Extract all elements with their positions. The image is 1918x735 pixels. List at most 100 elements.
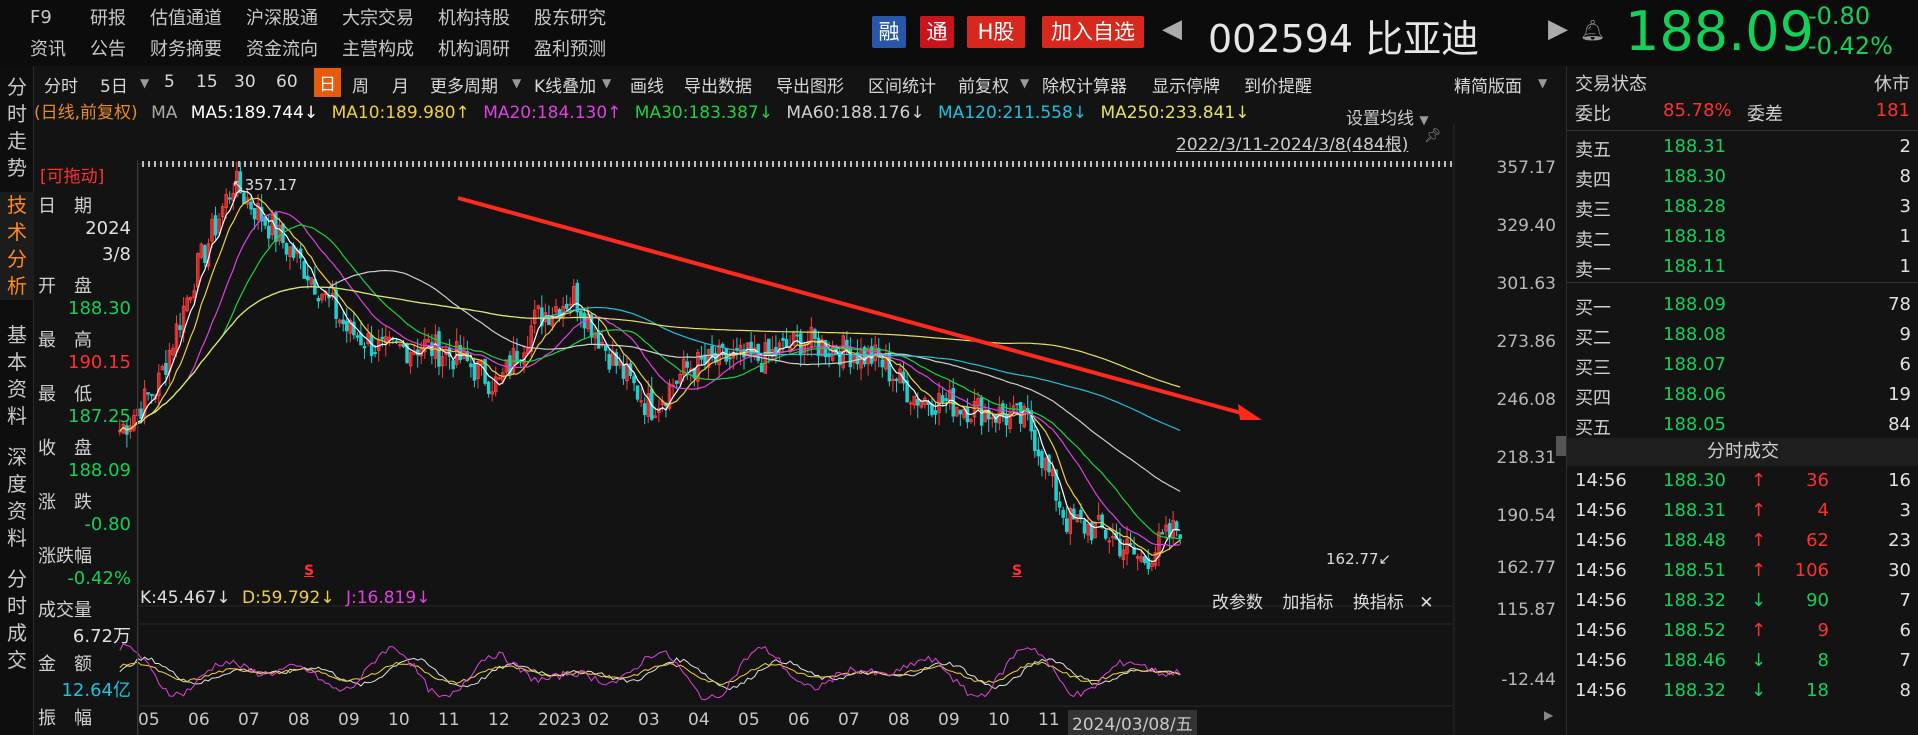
tb-overlay-dropdown-icon[interactable]: ▼ [602, 76, 612, 90]
tb-daily[interactable]: 日 [314, 68, 341, 97]
hshare-badge[interactable]: H股 [967, 16, 1025, 48]
ma-settings-dropdown-icon[interactable]: ▼ [1419, 113, 1429, 127]
bid-row[interactable]: 买四 188.06 19 [1567, 384, 1918, 412]
tb-5day[interactable]: 5日 [100, 77, 128, 97]
margin-badge[interactable]: 融 [872, 16, 906, 48]
tb-monthly[interactable]: 月 [392, 77, 409, 97]
menu-forecast[interactable]: 盈利预测 [534, 39, 606, 60]
kline-chart[interactable] [34, 124, 1566, 735]
candle-body [220, 206, 225, 218]
menu-shareholder[interactable]: 股东研究 [534, 8, 606, 29]
bid-row[interactable]: 买五 188.05 84 [1567, 414, 1918, 442]
prev-stock-icon[interactable]: ◀ [1162, 14, 1182, 44]
tb-range-stats[interactable]: 区间统计 [868, 77, 936, 97]
candle-body [855, 352, 860, 365]
nav-intraday[interactable]: 分时走势 [0, 74, 34, 182]
level-price: 188.28 [1663, 196, 1726, 217]
menu-fundflow[interactable]: 资金流向 [246, 39, 318, 60]
scroll-right-icon[interactable]: ▶ [1544, 708, 1554, 722]
menu-institution[interactable]: 机构持股 [438, 8, 510, 29]
candle-body [635, 385, 640, 400]
menu-block-trade[interactable]: 大宗交易 [342, 8, 414, 29]
tb-ex-rights-calc[interactable]: 除权计算器 [1042, 77, 1127, 97]
ask-row[interactable]: 卖五 188.31 2 [1567, 136, 1918, 164]
tb-60min[interactable]: 60 [276, 72, 298, 92]
level-label: 卖四 [1575, 170, 1611, 191]
tb-fq-dropdown-icon[interactable]: ▼ [1020, 76, 1030, 90]
candle-body [646, 393, 650, 417]
signal-s-marker-2[interactable]: S [1012, 563, 1023, 579]
menu-announce[interactable]: 公告 [90, 39, 126, 60]
tb-fq[interactable]: 前复权 [958, 77, 1009, 97]
price-tick: 246.08 [1496, 390, 1556, 410]
candle-body [306, 275, 310, 281]
ma-settings-button[interactable]: 设置均线 ▼ [1346, 104, 1429, 129]
menu-valuation[interactable]: 估值通道 [150, 8, 222, 29]
tb-kline-overlay[interactable]: K线叠加 [534, 77, 597, 97]
layout-toggle[interactable]: 精简版面 [1454, 77, 1522, 97]
tb-5day-dropdown-icon[interactable]: ▼ [140, 76, 150, 90]
ask-row[interactable]: 卖三 188.28 3 [1567, 196, 1918, 224]
tb-more-periods[interactable]: 更多周期 [430, 77, 498, 97]
date-tick: 06 [788, 710, 810, 730]
next-stock-icon[interactable]: ▶ [1548, 14, 1568, 44]
connect-badge[interactable]: 通 [920, 16, 954, 48]
add-indicator-button[interactable]: 加指标 [1282, 593, 1334, 613]
candle-body [912, 395, 916, 406]
tb-30min[interactable]: 30 [234, 72, 256, 92]
nav-basic[interactable]: 基本资料 [0, 322, 34, 430]
candle-body [969, 419, 973, 423]
ma120-value: MA120:211.558↓ [938, 103, 1088, 123]
info-amt: 12.64亿 [61, 680, 131, 701]
ma60-line [119, 269, 1181, 492]
nav-deep[interactable]: 深度资料 [0, 444, 34, 552]
add-watchlist-button[interactable]: 加入自选 [1042, 16, 1144, 48]
menu-business[interactable]: 主营构成 [342, 39, 414, 60]
tb-15min[interactable]: 15 [196, 72, 218, 92]
menu-survey[interactable]: 机构调研 [438, 39, 510, 60]
tb-price-alert[interactable]: 到价提醒 [1244, 77, 1312, 97]
edit-params-button[interactable]: 改参数 [1212, 593, 1263, 613]
ask-row[interactable]: 卖四 188.30 8 [1567, 166, 1918, 194]
tb-draw[interactable]: 画线 [630, 77, 664, 97]
tb-show-suspend[interactable]: 显示停牌 [1152, 77, 1220, 97]
nav-trades[interactable]: 分时成交 [0, 566, 34, 674]
candle-body [437, 331, 441, 367]
panel-collapse-handle[interactable] [1556, 436, 1566, 456]
tb-intraday[interactable]: 分时 [44, 77, 78, 97]
candle-body [575, 282, 580, 313]
close-indicator-icon[interactable]: ✕ [1419, 593, 1434, 613]
menu-research[interactable]: 研报 [90, 8, 126, 29]
ask-row[interactable]: 卖二 188.18 1 [1567, 226, 1918, 254]
bid-row[interactable]: 买二 188.08 9 [1567, 324, 1918, 352]
candle-body [132, 414, 136, 431]
pin-icon[interactable]: 📌︎ [1424, 128, 1442, 144]
bid-row[interactable]: 买一 188.09 78 [1567, 294, 1918, 322]
tb-export-data[interactable]: 导出数据 [684, 77, 752, 97]
layout-dropdown-icon[interactable]: ▼ [1538, 76, 1548, 90]
candle-body [657, 407, 661, 413]
nav-technical[interactable]: 技术分析 [0, 192, 34, 300]
alert-bell-icon[interactable]: 🔔︎ [1580, 18, 1606, 42]
tb-5min[interactable]: 5 [164, 72, 175, 92]
candle-body [362, 346, 367, 349]
menu-connect[interactable]: 沪深股通 [246, 8, 318, 29]
menu-finance[interactable]: 财务摘要 [150, 39, 222, 60]
signal-s-marker-1[interactable]: S [304, 563, 315, 579]
trade-row: 14:56 188.51 ↑ 106 30 [1567, 560, 1918, 588]
trend-line-arrow[interactable] [457, 196, 1253, 418]
candle-body [511, 347, 516, 373]
tb-weekly[interactable]: 周 [352, 77, 369, 97]
menu-f9[interactable]: F9 [30, 6, 52, 28]
menu-news[interactable]: 资讯 [30, 39, 66, 60]
tb-export-image[interactable]: 导出图形 [776, 77, 844, 97]
bid-row[interactable]: 买三 188.07 6 [1567, 354, 1918, 382]
weibi-value: 85.78% [1663, 100, 1732, 121]
switch-indicator-button[interactable]: 换指标 [1352, 593, 1404, 613]
candle-body [252, 208, 257, 220]
candle-body [188, 296, 193, 301]
ma20-value: MA20:184.130↑ [483, 103, 622, 123]
ask-row[interactable]: 卖一 188.11 1 [1567, 256, 1918, 284]
ma-settings-label: 设置均线 [1346, 109, 1414, 129]
tb-more-dropdown-icon[interactable]: ▼ [512, 76, 522, 90]
